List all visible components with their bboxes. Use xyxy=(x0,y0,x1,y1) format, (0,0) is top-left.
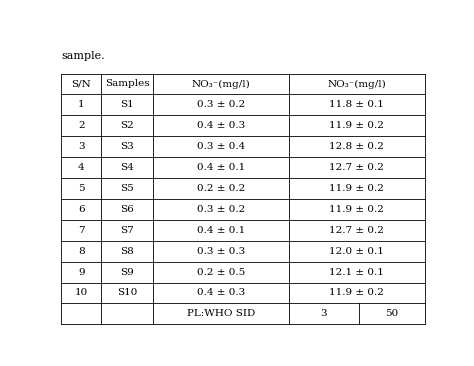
Text: 0.3 ± 0.2: 0.3 ± 0.2 xyxy=(197,100,245,109)
Text: sample.: sample. xyxy=(61,51,105,61)
Text: 11.9 ± 0.2: 11.9 ± 0.2 xyxy=(329,184,384,193)
Text: S2: S2 xyxy=(120,121,134,130)
Text: 0.4 ± 0.1: 0.4 ± 0.1 xyxy=(197,163,245,172)
Text: 0.3 ± 0.3: 0.3 ± 0.3 xyxy=(197,247,245,256)
Text: 0.2 ± 0.2: 0.2 ± 0.2 xyxy=(197,184,245,193)
Text: 8: 8 xyxy=(78,247,84,256)
Text: 6: 6 xyxy=(78,205,84,214)
Text: 0.3 ± 0.4: 0.3 ± 0.4 xyxy=(197,142,245,151)
Text: 10: 10 xyxy=(75,288,88,298)
Text: Samples: Samples xyxy=(105,79,149,89)
Text: 0.2 ± 0.5: 0.2 ± 0.5 xyxy=(197,268,245,277)
Text: S1: S1 xyxy=(120,100,134,109)
Text: S5: S5 xyxy=(120,184,134,193)
Text: 0.4 ± 0.3: 0.4 ± 0.3 xyxy=(197,288,245,298)
Text: 50: 50 xyxy=(385,309,398,318)
Text: 11.8 ± 0.1: 11.8 ± 0.1 xyxy=(329,100,384,109)
Text: S4: S4 xyxy=(120,163,134,172)
Text: 3: 3 xyxy=(78,142,84,151)
Text: PL:WHO SID: PL:WHO SID xyxy=(187,309,255,318)
Text: 0.3 ± 0.2: 0.3 ± 0.2 xyxy=(197,205,245,214)
Text: 1: 1 xyxy=(78,100,84,109)
Text: S6: S6 xyxy=(120,205,134,214)
Text: 12.7 ± 0.2: 12.7 ± 0.2 xyxy=(329,226,384,235)
Text: 11.9 ± 0.2: 11.9 ± 0.2 xyxy=(329,288,384,298)
Text: 12.7 ± 0.2: 12.7 ± 0.2 xyxy=(329,163,384,172)
Text: S7: S7 xyxy=(120,226,134,235)
Text: 9: 9 xyxy=(78,268,84,277)
Text: S3: S3 xyxy=(120,142,134,151)
Text: 2: 2 xyxy=(78,121,84,130)
Text: 11.9 ± 0.2: 11.9 ± 0.2 xyxy=(329,205,384,214)
Text: 11.9 ± 0.2: 11.9 ± 0.2 xyxy=(329,121,384,130)
Text: NO₃⁻(mg/l): NO₃⁻(mg/l) xyxy=(328,79,386,89)
Text: 3: 3 xyxy=(320,309,327,318)
Text: S/N: S/N xyxy=(72,79,91,89)
Text: 5: 5 xyxy=(78,184,84,193)
Text: S8: S8 xyxy=(120,247,134,256)
Text: 12.0 ± 0.1: 12.0 ± 0.1 xyxy=(329,247,384,256)
Text: S10: S10 xyxy=(117,288,137,298)
Text: 7: 7 xyxy=(78,226,84,235)
Text: 4: 4 xyxy=(78,163,84,172)
Text: 12.1 ± 0.1: 12.1 ± 0.1 xyxy=(329,268,384,277)
Text: S9: S9 xyxy=(120,268,134,277)
Text: 0.4 ± 0.1: 0.4 ± 0.1 xyxy=(197,226,245,235)
Text: 12.8 ± 0.2: 12.8 ± 0.2 xyxy=(329,142,384,151)
Text: 0.4 ± 0.3: 0.4 ± 0.3 xyxy=(197,121,245,130)
Text: NO₃⁻(mg/l): NO₃⁻(mg/l) xyxy=(191,79,250,89)
